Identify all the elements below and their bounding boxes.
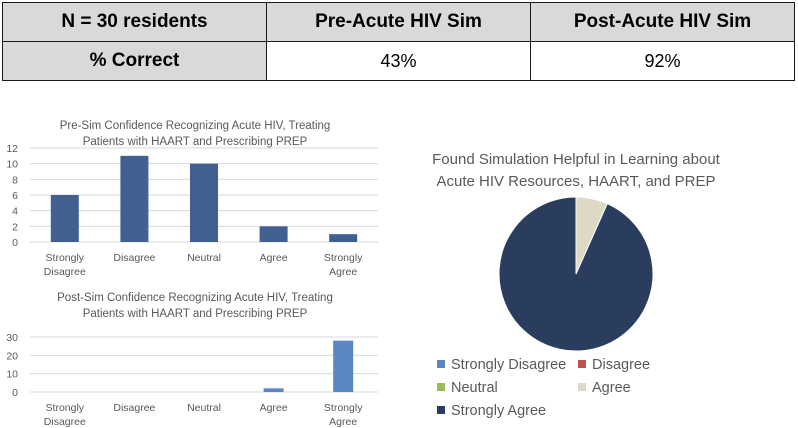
post-y-tick-label: 10 [6, 369, 18, 381]
pre-chart-title-line2: Patients with HAART and Prescribing PREP [82, 136, 308, 148]
pre-y-tick-label: 8 [12, 174, 18, 186]
legend-swatch [578, 383, 586, 391]
pre-y-tick-label: 12 [6, 143, 18, 155]
post-correct-value: 92% [530, 41, 795, 81]
header-post-sim: Post-Acute HIV Sim [530, 2, 795, 42]
pre-bar-disagree [120, 155, 149, 242]
legend-label: Strongly Agree [451, 403, 547, 419]
legend-item-disagree: Disagree [578, 357, 650, 373]
post-chart-title-line2: Patients with HAART and Prescribing PREP [82, 308, 308, 320]
legend-label: Neutral [451, 380, 498, 396]
row-label-correct: % Correct [2, 41, 267, 81]
legend-swatch [578, 360, 586, 368]
pre-bar-strongly-agree [329, 234, 358, 242]
pre-bar-strongly-disagree [50, 195, 79, 242]
post-x-tick-label: Agree [329, 416, 357, 428]
post-y-tick-label: 20 [6, 350, 18, 362]
pre-y-tick-label: 10 [6, 159, 18, 171]
pie-chart-title-line2: Acute HIV Resources, HAART, and PREP [436, 173, 716, 190]
header-n-residents: N = 30 residents [2, 2, 267, 42]
pie-chart-title: Found Simulation Helpful in Learning abo… [400, 149, 752, 193]
pie-chart-title-line1: Found Simulation Helpful in Learning abo… [432, 151, 720, 168]
pre-x-tick-label: Agree [329, 266, 357, 278]
pre-x-tick-label: Strongly [324, 252, 363, 264]
post-y-tick-label: 0 [12, 387, 18, 399]
post-y-tick-label: 30 [6, 332, 18, 344]
header-pre-sim: Pre-Acute HIV Sim [266, 2, 531, 42]
legend-label: Agree [592, 380, 631, 396]
results-header-row: N = 30 residents Pre-Acute HIV Sim Post-… [2, 2, 795, 42]
pre-x-tick-label: Disagree [113, 252, 155, 264]
pre-x-tick-label: Strongly [46, 252, 85, 264]
pre-x-tick-label: Agree [260, 252, 288, 264]
pre-y-tick-label: 0 [12, 237, 18, 249]
legend-item-agree: Agree [578, 380, 631, 396]
post-sim-bar-chart: 0 10 20 30 Strongly Disagree Disagree Neutral Ag… [6, 332, 378, 428]
pre-chart-title: Pre-Sim Confidence Recognizing Acute HIV… [15, 118, 375, 150]
pre-y-tick-label: 2 [12, 221, 18, 233]
legend-item-strongly-agree: Strongly Agree [437, 403, 546, 419]
pre-bar-neutral [190, 163, 218, 242]
pre-y-tick-label: 6 [12, 190, 18, 202]
legend-swatch [437, 383, 445, 391]
legend-item-neutral: Neutral [437, 380, 498, 396]
post-x-tick-label: Disagree [113, 402, 155, 414]
legend-item-strongly-disagree: Strongly Disagree [437, 357, 566, 373]
post-chart-title-line1: Post-Sim Confidence Recognizing Acute HI… [57, 292, 333, 304]
post-x-tick-label: Neutral [187, 402, 221, 414]
helpful-pie-chart [498, 196, 654, 352]
post-x-tick-label: Strongly [46, 402, 85, 414]
pre-bar-agree [259, 226, 288, 242]
post-bar-strongly-agree [333, 340, 354, 392]
post-bar-agree [263, 388, 284, 392]
post-x-tick-label: Disagree [44, 416, 86, 428]
post-x-tick-label: Strongly [324, 402, 363, 414]
legend-swatch [437, 360, 445, 368]
pre-x-tick-label: Disagree [44, 266, 86, 278]
pre-sim-bar-chart: 0 2 4 6 8 10 12 Strongly Disagree Disagree Neutral… [6, 143, 378, 278]
legend-swatch [437, 406, 445, 414]
post-x-tick-label: Agree [260, 402, 288, 414]
pre-correct-value: 43% [266, 41, 531, 81]
results-row: % Correct 43% 92% [2, 41, 795, 81]
pre-chart-title-line1: Pre-Sim Confidence Recognizing Acute HIV… [59, 120, 331, 132]
pre-x-tick-label: Neutral [187, 252, 221, 264]
legend-label: Disagree [592, 357, 651, 373]
post-chart-title: Post-Sim Confidence Recognizing Acute HI… [15, 290, 375, 322]
pie-slice-strongly-agree [498, 196, 654, 352]
results-table: N = 30 residents Pre-Acute HIV Sim Post-… [2, 2, 795, 81]
legend-label: Strongly Disagree [451, 357, 567, 373]
pre-y-tick-label: 4 [12, 206, 18, 218]
